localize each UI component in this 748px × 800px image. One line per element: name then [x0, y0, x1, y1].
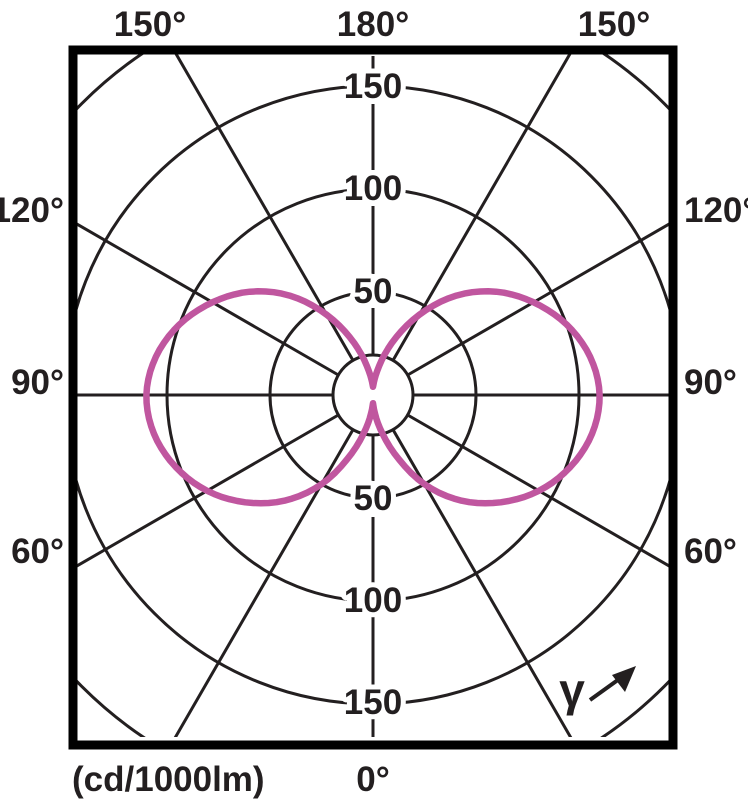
- radial-tick-50-upper: 50: [354, 272, 393, 311]
- radial-line-120-left: [77, 222, 340, 377]
- radial-line-150-right: [391, 53, 573, 362]
- angle-label-top-180: 180°: [337, 5, 409, 44]
- radial-tick-50-lower: 50: [354, 479, 393, 518]
- angle-label-right-60: 60°: [684, 532, 737, 571]
- angle-label-right-90: 90°: [684, 363, 737, 402]
- units-label: (cd/1000lm): [72, 760, 265, 799]
- radial-tick-100-lower: 100: [344, 581, 402, 620]
- angle-label-top-left-150: 150°: [114, 5, 186, 44]
- radial-line-120-right: [406, 220, 672, 377]
- hub-circle: [331, 353, 415, 437]
- radial-tick-100-upper: 100: [344, 169, 402, 208]
- angle-label-top-right-150: 150°: [578, 5, 650, 44]
- gamma-arrow-head-icon: [612, 666, 636, 692]
- angle-label-left-60: 60°: [11, 532, 64, 571]
- intensity-curve: [143, 288, 603, 507]
- angle-label-bottom-0: 0°: [356, 760, 389, 799]
- chart-frame: [68, 45, 678, 750]
- ring-150: [77, 84, 672, 706]
- radial-tick-150-upper: 150: [344, 67, 402, 106]
- radial-line-60-left: [77, 413, 340, 568]
- radial-line-60-right: [406, 413, 672, 570]
- angle-label-right-120: 120°: [684, 191, 748, 230]
- radial-line-30-left: [173, 428, 355, 737]
- radial-line-30-right: [391, 428, 573, 737]
- angle-label-left-90: 90°: [11, 363, 64, 402]
- radial-tick-150-lower: 150: [344, 683, 402, 722]
- gamma-symbol: γ: [559, 664, 585, 716]
- angle-label-left-120: 120°: [0, 191, 64, 230]
- radial-line-150-left: [173, 53, 355, 362]
